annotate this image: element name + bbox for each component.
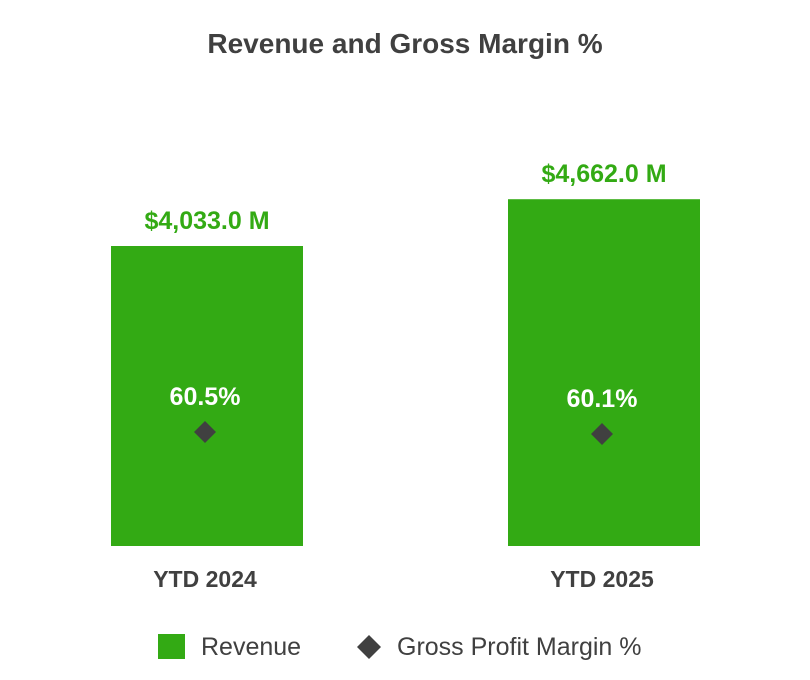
legend-marker-margin <box>357 635 381 659</box>
revenue-label-2024: $4,033.0 M <box>144 207 269 235</box>
legend: Revenue Gross Profit Margin % <box>158 633 642 661</box>
revenue-bar-2024 <box>111 246 303 546</box>
margin-label-2025: 60.1% <box>567 385 638 413</box>
legend-label-margin: Gross Profit Margin % <box>397 633 642 661</box>
legend-swatch-revenue <box>158 634 185 659</box>
margin-marker-2025 <box>591 423 613 445</box>
legend-label-revenue: Revenue <box>201 633 301 661</box>
chart-title: Revenue and Gross Margin % <box>207 28 602 59</box>
revenue-bar-2025 <box>508 199 700 547</box>
margin-marker-2024 <box>194 421 216 443</box>
category-label-2025: YTD 2025 <box>550 566 654 592</box>
category-label-2024: YTD 2024 <box>153 566 257 592</box>
revenue-label-2025: $4,662.0 M <box>541 160 666 188</box>
plot-area: $4,033.0 M 60.5% YTD 2024 $4,662.0 M 60.1% YT… <box>111 160 700 592</box>
margin-label-2024: 60.5% <box>170 383 241 411</box>
